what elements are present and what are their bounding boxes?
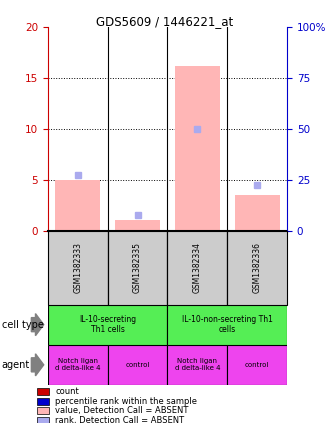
Bar [115, 220, 160, 231]
Text: GSM1382336: GSM1382336 [253, 242, 262, 293]
Bar [37, 398, 49, 405]
Bar [48, 345, 108, 385]
Bar [48, 231, 108, 305]
Text: value, Detection Call = ABSENT: value, Detection Call = ABSENT [55, 407, 188, 415]
Text: IL-10-secreting
Th1 cells: IL-10-secreting Th1 cells [79, 315, 136, 334]
Text: GSM1382334: GSM1382334 [193, 242, 202, 293]
Text: control: control [125, 362, 150, 368]
FancyArrow shape [31, 313, 44, 336]
Bar [227, 345, 287, 385]
FancyArrow shape [31, 354, 44, 376]
Bar [108, 345, 167, 385]
Bar [168, 231, 227, 305]
Text: Notch ligan
d delta-like 4: Notch ligan d delta-like 4 [55, 358, 101, 371]
Text: Notch ligan
d delta-like 4: Notch ligan d delta-like 4 [175, 358, 220, 371]
Bar [37, 388, 49, 395]
Bar [235, 195, 280, 231]
Bar [37, 417, 49, 423]
Text: agent: agent [2, 360, 30, 370]
Text: control: control [245, 362, 269, 368]
Text: GSM1382335: GSM1382335 [133, 242, 142, 293]
Text: cell type: cell type [2, 320, 44, 330]
Text: GDS5609 / 1446221_at: GDS5609 / 1446221_at [96, 15, 234, 28]
Bar [175, 66, 220, 231]
Bar [227, 231, 287, 305]
Text: count: count [55, 387, 79, 396]
Bar [37, 407, 49, 414]
Bar [168, 345, 227, 385]
Text: GSM1382333: GSM1382333 [73, 242, 82, 293]
Bar [168, 305, 287, 345]
Bar [55, 180, 100, 231]
Bar [48, 305, 168, 345]
Text: rank, Detection Call = ABSENT: rank, Detection Call = ABSENT [55, 416, 184, 423]
Text: IL-10-non-secreting Th1
cells: IL-10-non-secreting Th1 cells [182, 315, 273, 334]
Text: percentile rank within the sample: percentile rank within the sample [55, 397, 197, 406]
Bar [108, 231, 167, 305]
